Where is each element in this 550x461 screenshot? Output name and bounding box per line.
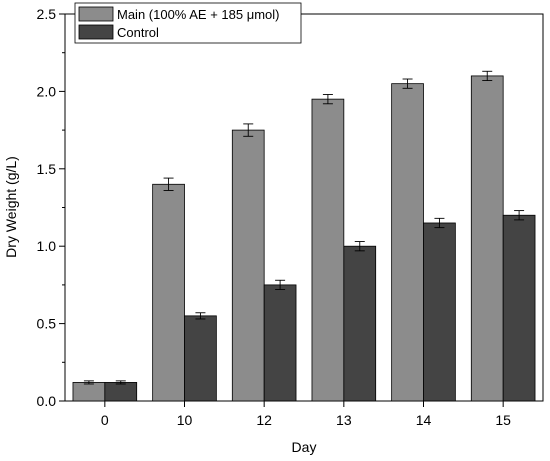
y-tick-label: 2.5 xyxy=(37,6,57,22)
y-tick-label: 1.0 xyxy=(37,238,57,254)
x-tick-label: 0 xyxy=(101,412,109,428)
x-axis-label: Day xyxy=(292,439,317,455)
x-axis: 0 10 12 13 14 15 xyxy=(101,401,511,428)
x-tick-label: 14 xyxy=(416,412,432,428)
x-tick-label: 13 xyxy=(336,412,352,428)
bar-main xyxy=(470,75,504,402)
y-tick-label: 0.5 xyxy=(37,316,57,332)
bar-main xyxy=(72,382,106,402)
bar-main xyxy=(311,98,345,402)
x-tick-label: 12 xyxy=(256,412,272,428)
bar-control xyxy=(184,315,217,402)
bar-control xyxy=(502,214,536,402)
bar-control xyxy=(343,245,377,402)
bar-main xyxy=(231,129,265,402)
x-tick-label: 15 xyxy=(495,412,511,428)
legend-label-main: Main (100% AE + 185 μmol) xyxy=(117,7,280,22)
y-tick-label: 2.0 xyxy=(37,83,57,99)
y-axis: 0.0 0.5 1.0 1.5 2.0 2.5 xyxy=(37,6,65,409)
bar-control xyxy=(423,222,456,402)
legend-swatch-main xyxy=(78,6,114,22)
bar-control xyxy=(263,284,297,402)
bars xyxy=(72,75,536,402)
bar-main xyxy=(152,183,185,402)
legend-swatch-control xyxy=(78,24,114,40)
legend-label-control: Control xyxy=(117,25,159,40)
bar-control xyxy=(104,382,138,402)
error-bars xyxy=(83,70,525,385)
y-tick-label: 0.0 xyxy=(37,393,57,409)
y-tick-label: 1.5 xyxy=(37,161,57,177)
y-axis-label: Dry Weight (g/L) xyxy=(3,156,19,258)
bar-main xyxy=(391,83,424,402)
legend: Main (100% AE + 185 μmol) Control xyxy=(74,2,302,44)
x-tick-label: 10 xyxy=(177,412,193,428)
